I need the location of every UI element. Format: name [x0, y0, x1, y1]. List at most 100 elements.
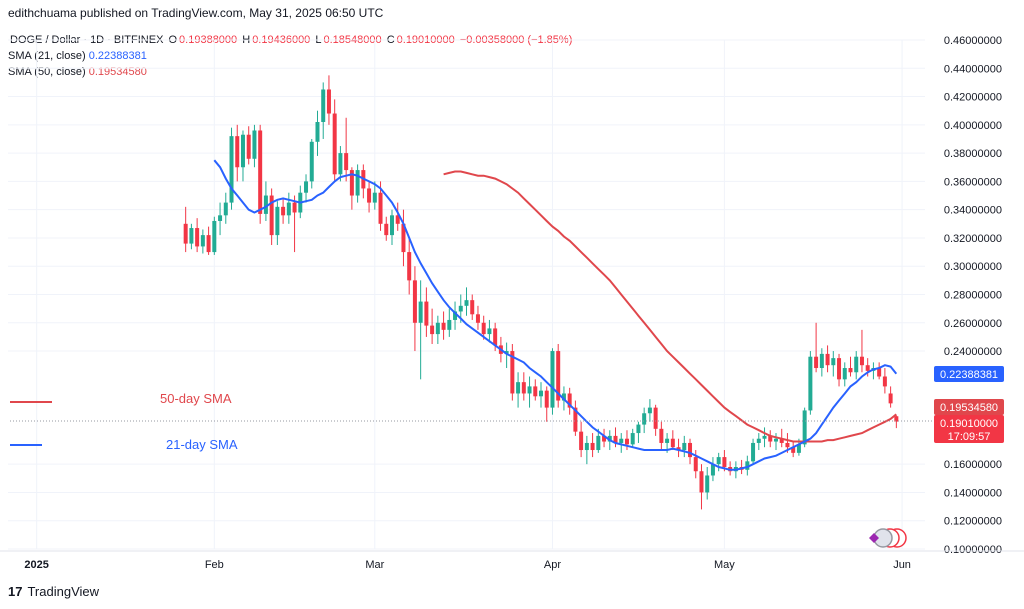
x-tick-label: Apr — [544, 559, 561, 571]
candle-body — [218, 215, 223, 221]
candle-body — [206, 235, 211, 253]
candle-body — [814, 356, 819, 369]
candle-body — [527, 386, 532, 394]
candle-body — [854, 356, 859, 373]
candle-body — [894, 416, 899, 422]
candle-body — [848, 368, 853, 373]
candle-body — [516, 382, 521, 394]
candle-body — [796, 444, 801, 453]
candle-body — [430, 325, 435, 335]
candle-body — [183, 223, 188, 244]
candle-body — [710, 464, 715, 476]
candle-body — [470, 300, 475, 315]
candle-body — [859, 356, 864, 366]
sma21-legend-row[interactable]: SMA (21, close) 0.22388381 — [8, 48, 572, 64]
candle-body — [229, 136, 234, 203]
candle-body — [556, 351, 561, 401]
candle-body — [332, 113, 337, 175]
candle-body — [309, 141, 314, 182]
candle-series — [183, 75, 899, 510]
events-icon[interactable] — [869, 528, 907, 548]
candle-body — [808, 356, 813, 411]
candle-body — [321, 89, 326, 123]
candle-body — [837, 358, 842, 380]
y-tick-label: 0.16000000 — [944, 459, 1002, 471]
x-tick-label: Jun — [893, 559, 911, 571]
y-tick-label: 0.28000000 — [944, 290, 1002, 302]
candle-body — [487, 328, 492, 335]
last-price-tag — [934, 415, 1004, 443]
sma21-legend-value: 0.22388381 — [88, 50, 147, 62]
candle-body — [246, 134, 251, 159]
candle-body — [223, 202, 228, 216]
candle-body — [584, 442, 589, 451]
candle-body — [567, 393, 572, 408]
candle-body — [464, 300, 469, 306]
candle-body — [275, 206, 280, 236]
candle-body — [773, 438, 778, 442]
candle-body — [407, 252, 412, 281]
candle-body — [665, 438, 670, 443]
candle-body — [877, 368, 882, 377]
sma21-annotation-text: 21-day SMA — [166, 437, 238, 452]
candle-body — [401, 223, 406, 253]
candle-body — [481, 322, 486, 335]
y-tick-label: 0.38000000 — [944, 148, 1002, 160]
sma50-legend-label: SMA (50, close) — [8, 66, 86, 78]
candle-body — [653, 407, 658, 429]
candle-body — [355, 170, 360, 196]
candle-body — [802, 410, 807, 445]
sma50-line — [443, 170, 897, 443]
candle-body — [539, 390, 544, 397]
sma21-legend-label: SMA (21, close) — [8, 50, 86, 62]
candle-body — [349, 170, 354, 196]
x-tick-label: 2025 — [24, 559, 48, 571]
x-tick-label: May — [714, 559, 735, 571]
price-axis: 0.46000000 0.44000000 0.42000000 0.40000000… — [944, 35, 1002, 556]
candle-body — [693, 457, 698, 472]
tradingview-branding[interactable]: 17 TradingView — [8, 584, 99, 599]
candle-body — [619, 438, 624, 443]
sma21-price-tag-text: 0.22388381 — [940, 369, 998, 381]
candle-body — [613, 435, 618, 443]
last-price-tag-text: 0.19010000 — [940, 418, 998, 430]
candle-body — [447, 319, 452, 330]
candle-body — [269, 195, 274, 236]
sma50-legend-row[interactable]: SMA (50, close) 0.19534580 — [8, 64, 572, 80]
candle-body — [602, 435, 607, 442]
candle-body — [263, 195, 268, 214]
candle-body — [722, 457, 727, 467]
y-tick-label: 0.32000000 — [944, 233, 1002, 245]
candle-body — [573, 407, 578, 432]
candle-body — [252, 130, 257, 159]
candle-body — [326, 89, 331, 114]
candle-body — [716, 457, 721, 465]
publisher-line: edithchuama published on TradingView.com… — [8, 6, 384, 20]
y-tick-label: 0.24000000 — [944, 346, 1002, 358]
y-tick-label: 0.34000000 — [944, 205, 1002, 217]
y-tick-label: 0.40000000 — [944, 120, 1002, 132]
candle-body — [338, 153, 343, 175]
candle-body — [745, 461, 750, 470]
candle-body — [768, 435, 773, 442]
candle-body — [831, 358, 836, 366]
candle-body — [281, 206, 286, 216]
y-tick-label: 0.12000000 — [944, 516, 1002, 528]
candle-body — [705, 475, 710, 493]
y-tick-label: 0.14000000 — [944, 487, 1002, 499]
candle-body — [533, 386, 538, 397]
candle-body — [412, 280, 417, 323]
candle-body — [676, 447, 681, 451]
candle-body — [819, 353, 824, 369]
candle-body — [688, 442, 693, 458]
candle-body — [751, 442, 756, 462]
candle-body — [659, 428, 664, 443]
x-tick-label: Feb — [205, 559, 224, 571]
sma50-price-tag-text: 0.19534580 — [940, 402, 998, 414]
tradingview-logo-icon: 17 — [8, 584, 23, 599]
x-tick-label: Mar — [365, 559, 384, 571]
sma50-annotation-text: 50-day SMA — [160, 391, 232, 406]
countdown-text: 17:09:57 — [948, 431, 991, 443]
candle-body — [596, 435, 601, 451]
